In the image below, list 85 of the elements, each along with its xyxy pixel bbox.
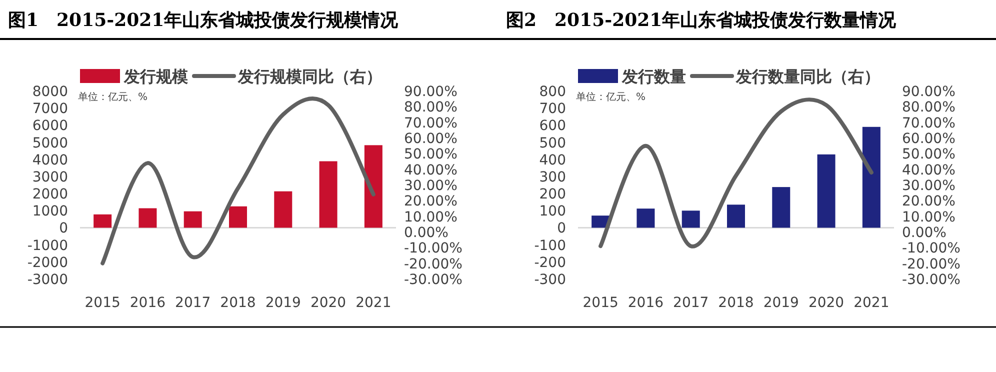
x-tick-label: 2019 bbox=[265, 295, 301, 311]
x-tick-label: 2015 bbox=[582, 295, 618, 311]
x-tick-label: 2020 bbox=[310, 295, 346, 311]
y-tick-label: 300 bbox=[539, 169, 566, 186]
y2-tick-label: -20.00% bbox=[404, 256, 462, 272]
y-tick-label: -200 bbox=[534, 254, 566, 271]
bar bbox=[319, 161, 338, 228]
x-tick-label: 2021 bbox=[356, 295, 392, 311]
legend-label: 发行规模 bbox=[123, 67, 188, 86]
bar bbox=[682, 210, 700, 228]
bar bbox=[636, 208, 655, 228]
x-tick-label: 2016 bbox=[130, 295, 166, 311]
y2-tick-label: -20.00% bbox=[902, 256, 960, 272]
y2-tick-label: 40.00% bbox=[404, 162, 458, 178]
y-tick-label: -3000 bbox=[27, 272, 68, 288]
bar bbox=[229, 206, 247, 228]
y2-tick-label: 60.00% bbox=[404, 131, 458, 147]
bar bbox=[727, 204, 745, 228]
y-tick-label: 200 bbox=[539, 186, 566, 203]
annotation: 单位：亿元、% bbox=[576, 91, 646, 103]
x-tick-label: 2019 bbox=[763, 295, 799, 311]
y-tick-label: -100 bbox=[534, 238, 566, 254]
legend-label: 发行数量同比（右） bbox=[735, 67, 880, 86]
y-tick-label: -1000 bbox=[27, 238, 68, 254]
y2-tick-label: 30.00% bbox=[404, 178, 458, 194]
bar bbox=[184, 211, 202, 228]
x-tick-label: 2015 bbox=[84, 295, 120, 311]
y2-tick-label: -10.00% bbox=[902, 240, 960, 257]
y2-tick-label: -30.00% bbox=[404, 272, 462, 288]
x-tick-label: 2018 bbox=[718, 295, 754, 311]
y-tick-label: -300 bbox=[534, 272, 566, 288]
bar bbox=[817, 154, 836, 228]
legend-label: 发行规模同比（右） bbox=[237, 67, 382, 86]
chart-title: 图2 2015-2021年山东省城投债发行数量情况 bbox=[506, 10, 898, 31]
x-tick-label: 2018 bbox=[220, 295, 256, 311]
y2-tick-label: 90.00% bbox=[902, 84, 956, 100]
y2-tick-label: -10.00% bbox=[404, 240, 462, 257]
y2-tick-label: 0.00% bbox=[404, 225, 448, 241]
bar bbox=[274, 191, 292, 228]
bar bbox=[772, 187, 790, 228]
y-tick-label: 7000 bbox=[32, 101, 68, 118]
y-tick-label: 100 bbox=[539, 204, 566, 220]
y2-tick-label: 50.00% bbox=[902, 146, 956, 163]
y2-tick-label: 80.00% bbox=[404, 100, 458, 116]
y2-tick-label: 30.00% bbox=[902, 178, 956, 194]
y-tick-label: 0 bbox=[557, 220, 566, 237]
y-tick-label: 1000 bbox=[32, 204, 68, 220]
y2-tick-label: -30.00% bbox=[902, 272, 960, 288]
x-tick-label: 2017 bbox=[673, 295, 709, 311]
y2-tick-label: 40.00% bbox=[902, 162, 956, 178]
y-tick-label: -2000 bbox=[27, 254, 68, 271]
y2-tick-label: 10.00% bbox=[404, 209, 458, 226]
x-tick-label: 2020 bbox=[808, 295, 844, 311]
y-tick-label: 8000 bbox=[32, 84, 68, 100]
y-tick-label: 400 bbox=[539, 152, 566, 168]
y-tick-label: 600 bbox=[539, 118, 566, 134]
y-tick-label: 6000 bbox=[32, 118, 68, 134]
y2-tick-label: 80.00% bbox=[902, 100, 956, 116]
bar bbox=[364, 145, 382, 228]
chart-title: 图1 2015-2021年山东省城投债发行规模情况 bbox=[8, 10, 400, 31]
bar bbox=[862, 126, 880, 228]
y-tick-label: 800 bbox=[539, 84, 566, 100]
y2-tick-label: 70.00% bbox=[404, 115, 458, 132]
bar bbox=[138, 208, 157, 228]
y2-tick-label: 20.00% bbox=[902, 194, 956, 210]
y2-tick-label: 90.00% bbox=[404, 84, 458, 100]
annotation: 单位：亿元、% bbox=[78, 91, 148, 103]
y-tick-label: 5000 bbox=[32, 135, 68, 152]
y2-tick-label: 60.00% bbox=[902, 131, 956, 147]
y-tick-label: 2000 bbox=[32, 186, 68, 203]
y-tick-label: 0 bbox=[59, 220, 68, 237]
y-tick-label: 4000 bbox=[32, 152, 68, 168]
legend-label: 发行数量 bbox=[621, 67, 686, 86]
y2-tick-label: 50.00% bbox=[404, 146, 458, 163]
bar bbox=[94, 214, 112, 228]
y2-tick-label: 20.00% bbox=[404, 194, 458, 210]
x-tick-label: 2017 bbox=[175, 295, 211, 311]
y-tick-label: 700 bbox=[539, 101, 566, 118]
y-tick-label: 3000 bbox=[32, 169, 68, 186]
y2-tick-label: 10.00% bbox=[902, 209, 956, 226]
x-tick-label: 2021 bbox=[854, 295, 890, 311]
x-tick-label: 2016 bbox=[628, 295, 664, 311]
y-tick-label: 500 bbox=[539, 135, 566, 152]
y2-tick-label: 0.00% bbox=[902, 225, 946, 241]
y2-tick-label: 70.00% bbox=[902, 115, 956, 132]
